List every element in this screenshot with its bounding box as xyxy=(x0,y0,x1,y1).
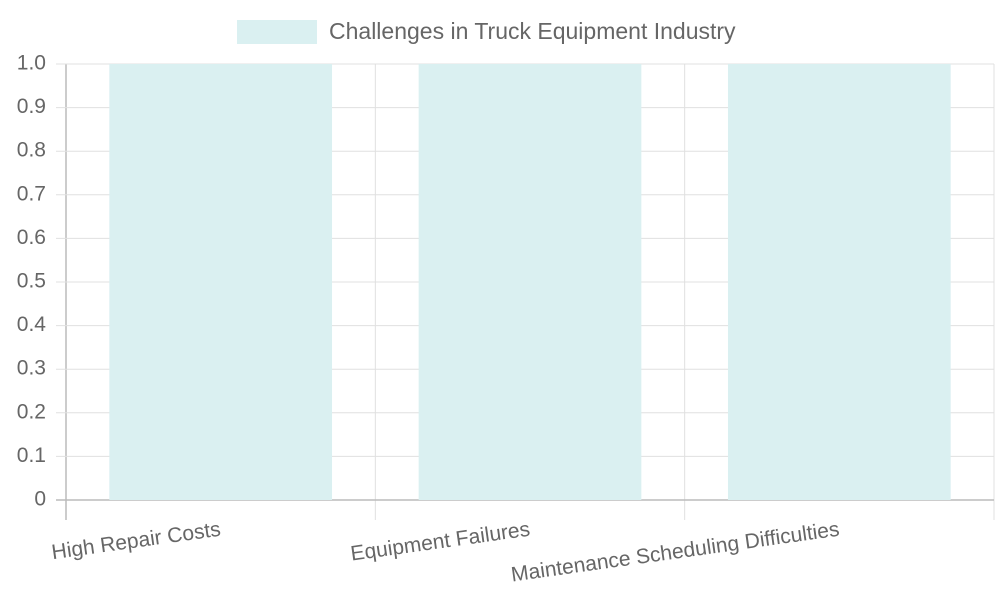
y-tick-label: 0.4 xyxy=(17,313,47,336)
y-tick-label: 0.2 xyxy=(17,400,46,423)
y-tick-label: 0.7 xyxy=(17,182,46,205)
legend-swatch xyxy=(237,20,317,44)
y-tick-label: 0.5 xyxy=(17,270,46,293)
bar xyxy=(727,64,951,500)
x-tick-label: High Repair Costs xyxy=(50,518,222,564)
y-tick-label: 0 xyxy=(34,488,46,511)
x-tick-label: Maintenance Scheduling Difficulties xyxy=(510,518,841,587)
y-tick-label: 0.6 xyxy=(17,226,46,249)
legend-label: Challenges in Truck Equipment Industry xyxy=(329,18,736,44)
y-tick-label: 0.1 xyxy=(17,444,46,467)
y-tick-label: 0.3 xyxy=(17,357,46,380)
y-tick-label: 0.8 xyxy=(17,139,46,162)
bar xyxy=(418,64,642,500)
y-tick-label: 0.9 xyxy=(17,95,46,118)
y-tick-label: 1.0 xyxy=(17,52,46,75)
bar xyxy=(109,64,333,500)
x-tick-label: Equipment Failures xyxy=(349,518,531,566)
